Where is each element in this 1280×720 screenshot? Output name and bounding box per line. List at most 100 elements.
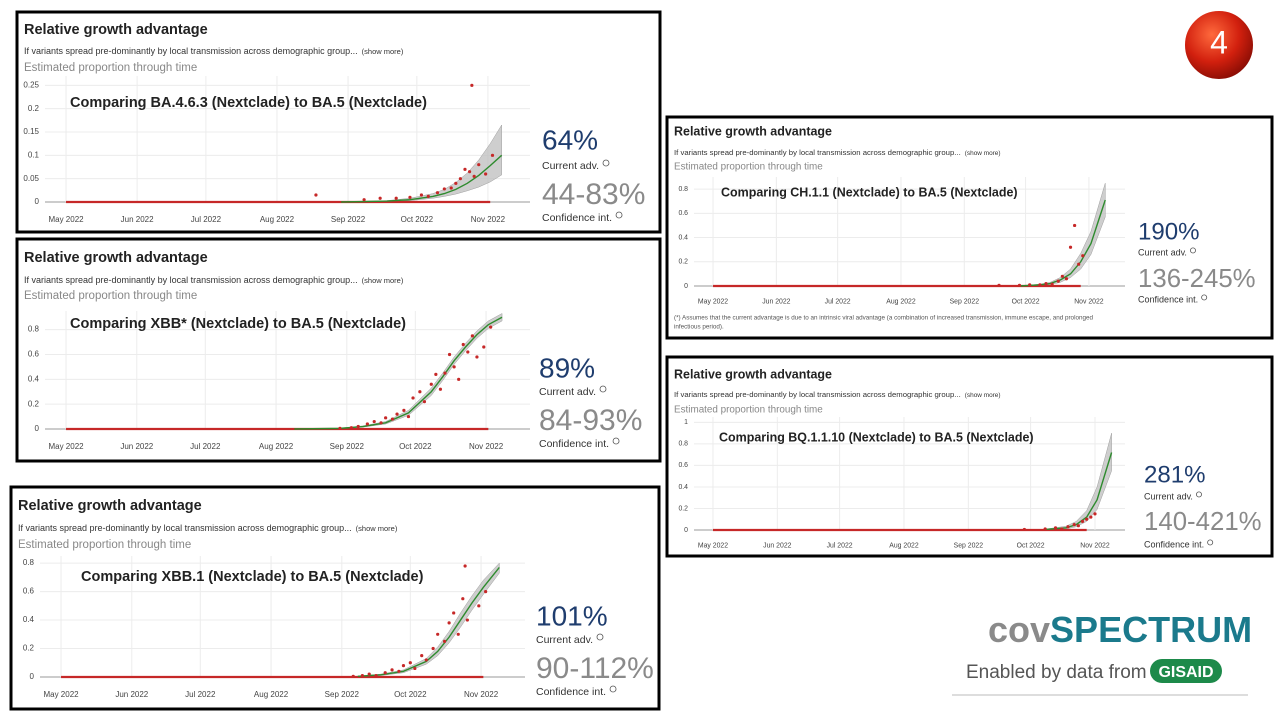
x-tick-label: Nov 2022 — [469, 442, 504, 451]
y-tick-label: 0 — [684, 283, 688, 290]
panel-frame — [15, 10, 662, 234]
series-line — [357, 566, 500, 677]
data-point — [1066, 525, 1070, 529]
help-icon[interactable] — [615, 211, 623, 219]
chart-title: Comparing BQ.1.1.10 (Nextclade) to BA.5 … — [719, 430, 1034, 444]
data-point — [418, 390, 422, 394]
data-point — [1038, 283, 1042, 287]
data-point — [1068, 245, 1073, 249]
data-point — [401, 664, 406, 668]
data-point — [490, 153, 495, 157]
help-icon[interactable] — [612, 437, 620, 445]
data-point — [461, 597, 465, 601]
x-tick-label: Jul 2022 — [827, 542, 853, 549]
x-tick-label: May 2022 — [48, 442, 84, 451]
confidence-band — [341, 124, 502, 203]
panel-header: Relative growth advantage — [24, 22, 208, 38]
advantage-label: Current adv. — [1138, 247, 1187, 257]
help-icon[interactable] — [1201, 294, 1208, 301]
help-icon[interactable] — [609, 685, 617, 693]
x-tick-label: Nov 2022 — [1074, 298, 1104, 305]
help-icon[interactable] — [602, 159, 610, 167]
data-point — [1060, 274, 1064, 278]
data-point — [402, 408, 406, 412]
slide-badge — [1183, 9, 1255, 81]
data-point — [1056, 279, 1060, 283]
data-point — [463, 167, 467, 171]
data-point — [484, 172, 488, 176]
data-point — [1044, 281, 1048, 286]
data-point — [447, 352, 452, 357]
panel-header: Relative growth advantage — [24, 250, 208, 266]
data-point — [1072, 523, 1076, 527]
data-point — [1028, 283, 1032, 287]
y-tick-label: 0.8 — [678, 186, 688, 193]
x-tick-label: May 2022 — [698, 542, 728, 549]
show-more-link[interactable]: (show more) — [362, 47, 404, 56]
data-point — [406, 414, 411, 419]
data-point — [1053, 526, 1058, 530]
y-axis-label: Estimated proportion through time — [18, 539, 191, 551]
data-point — [470, 83, 474, 87]
data-point — [467, 170, 472, 174]
y-tick-label: 0.4 — [678, 234, 688, 241]
data-point — [449, 186, 453, 190]
y-tick-label: 0.6 — [28, 350, 40, 359]
x-tick-label: May 2022 — [43, 690, 79, 699]
data-point — [438, 387, 443, 391]
data-point — [461, 342, 465, 347]
x-tick-label: Aug 2022 — [886, 298, 916, 305]
chart-panel: Relative growth advantage If variants spr… — [665, 115, 1274, 340]
panel-header: Relative growth advantage — [674, 367, 832, 381]
data-point — [383, 671, 387, 675]
y-axis-label: Estimated proportion through time — [24, 290, 197, 302]
help-icon[interactable] — [1189, 247, 1196, 254]
y-tick-label: 0.4 — [28, 374, 40, 383]
data-point — [435, 191, 440, 195]
x-tick-label: Aug 2022 — [259, 442, 294, 451]
x-tick-label: Nov 2022 — [1080, 542, 1110, 549]
chart-panel: Relative growth advantage If variants spr… — [9, 485, 661, 711]
y-tick-label: 0.2 — [678, 505, 688, 512]
help-icon[interactable] — [599, 385, 607, 393]
show-more-link[interactable]: (show more) — [362, 276, 404, 285]
chart-title: Comparing CH.1.1 (Nextclade) to BA.5 (Ne… — [721, 185, 1018, 199]
data-point — [420, 654, 424, 658]
show-more-link[interactable]: (show more) — [965, 392, 1001, 399]
panel-frame — [9, 485, 661, 711]
show-more-link[interactable]: (show more) — [965, 150, 1001, 157]
show-more-link[interactable]: (show more) — [356, 524, 398, 533]
data-point — [365, 422, 369, 426]
x-tick-label: Jul 2022 — [191, 215, 222, 224]
data-point — [452, 365, 456, 369]
data-point — [367, 672, 371, 676]
y-axis-label: Estimated proportion through time — [24, 62, 197, 74]
panel-subtitle: If variants spread pre-dominantly by loc… — [674, 148, 1001, 157]
data-point — [338, 426, 342, 430]
help-icon[interactable] — [1195, 491, 1202, 498]
help-icon[interactable] — [596, 633, 604, 641]
x-tick-label: Sep 2022 — [325, 690, 360, 699]
data-point — [1064, 277, 1069, 281]
y-axis-label: Estimated proportion through time — [674, 162, 823, 173]
data-point — [475, 355, 479, 359]
x-tick-label: Sep 2022 — [330, 442, 365, 451]
subtitle-text: If variants spread pre-dominantly by loc… — [674, 390, 961, 399]
confidence-interval: 84-93% — [539, 404, 642, 437]
y-tick-label: 1 — [684, 419, 688, 426]
data-point — [372, 419, 376, 424]
x-tick-label: May 2022 — [698, 298, 728, 305]
subtitle-text: If variants spread pre-dominantly by loc… — [18, 523, 352, 533]
data-point — [314, 193, 318, 197]
confidence-interval: 136-245% — [1138, 265, 1256, 293]
data-point — [362, 198, 366, 202]
series-line — [341, 154, 503, 203]
data-point — [457, 377, 461, 381]
data-point — [1043, 527, 1047, 531]
confidence-interval: 44-83% — [542, 178, 645, 211]
data-point — [408, 195, 412, 199]
data-point — [472, 174, 476, 178]
data-point — [489, 325, 493, 329]
help-icon[interactable] — [1207, 539, 1214, 546]
